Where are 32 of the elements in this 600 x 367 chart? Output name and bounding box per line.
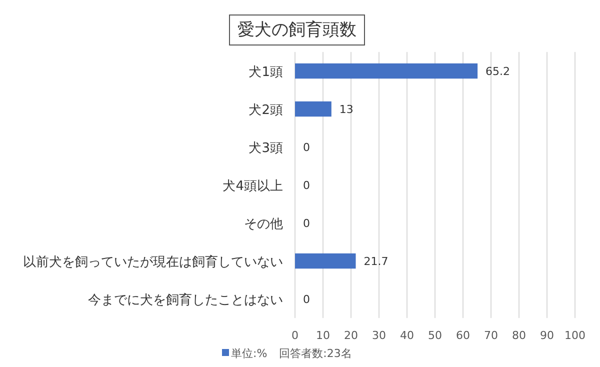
x-tick-label: 0: [292, 329, 298, 342]
y-tick-label: その他: [244, 217, 283, 232]
bar: [295, 101, 332, 117]
y-tick-label: 犬4頭以上: [222, 179, 283, 194]
data-label: 13: [339, 103, 354, 116]
title: 愛犬の飼育頭数: [229, 14, 365, 46]
x-tick-label: 90: [540, 329, 554, 342]
x-tick-label: 20: [344, 329, 358, 342]
x-tick-label: 10: [316, 329, 330, 342]
x-tick-label: 50: [428, 329, 442, 342]
data-label: 0: [303, 179, 310, 192]
bar: [295, 63, 478, 79]
x-tick-label: 100: [564, 329, 586, 342]
data-label: 0: [303, 293, 310, 306]
data-label: 0: [303, 141, 310, 154]
y-tick-label: 以前犬を飼っていたが現在は飼育していない: [23, 254, 283, 270]
x-tick-label: 40: [400, 329, 414, 342]
data-label: 65.2: [486, 65, 510, 78]
bar: [295, 253, 356, 269]
chart-title: 愛犬の飼育頭数: [238, 20, 356, 40]
data-label: 21.7: [364, 255, 388, 268]
x-tick-label: 30: [372, 329, 386, 342]
y-tick-label: 犬2頭: [248, 103, 283, 118]
y-tick-label: 犬1頭: [248, 65, 283, 80]
x-tick-label: 80: [512, 329, 526, 342]
y-tick-label: 犬3頭: [248, 141, 283, 156]
x-tick-label: 70: [484, 329, 498, 342]
data-label: 0: [303, 217, 310, 230]
text: 回答者数:23名: [279, 347, 352, 360]
legend-label: 単位:%: [231, 347, 268, 360]
y-tick-label: 今までに犬を飼育したことはない: [88, 292, 283, 308]
x-tick-label: 60: [456, 329, 470, 342]
